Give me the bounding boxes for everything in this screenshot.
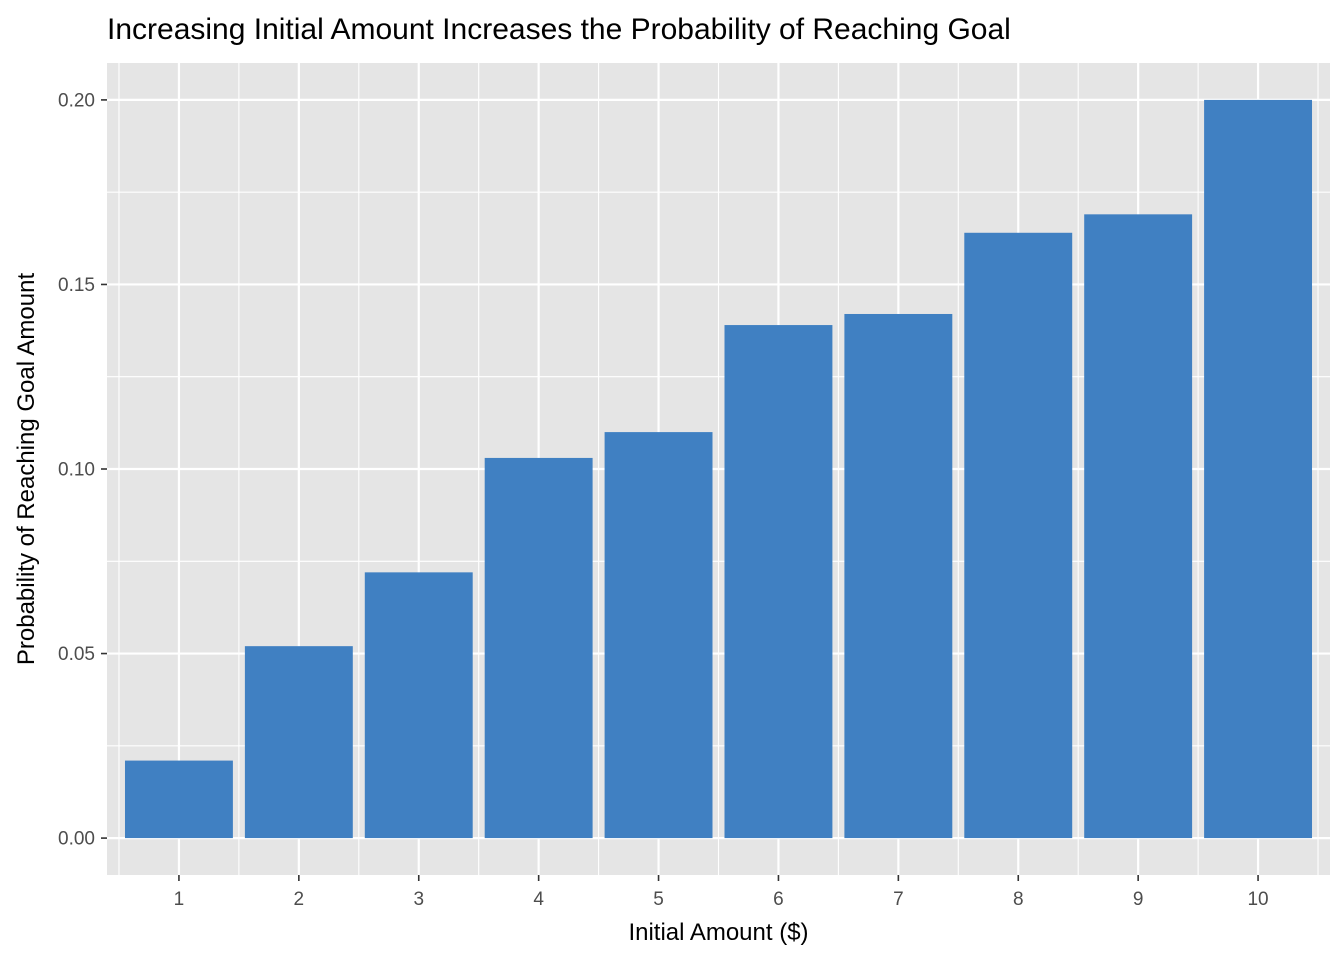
bar-9	[1084, 214, 1193, 839]
x-tick-label: 7	[893, 889, 904, 910]
x-tick-label: 9	[1133, 889, 1144, 910]
bar-1	[124, 760, 233, 839]
bar-6	[724, 325, 833, 839]
y-tick-label: 0.15	[58, 275, 95, 296]
bar-3	[364, 572, 473, 839]
x-tick-label: 8	[1013, 889, 1024, 910]
x-tick-label: 4	[533, 889, 544, 910]
x-tick-label: 1	[174, 889, 185, 910]
bar-5	[604, 432, 713, 839]
bar-8	[964, 232, 1073, 839]
axes: 0.00 0.05 0.10 0.15 0.20 1 2 3 4 5 6 7 8 9 10	[58, 90, 1269, 910]
x-tick-label: 5	[653, 889, 664, 910]
x-tick-label: 10	[1247, 889, 1268, 910]
x-tick-label: 6	[773, 889, 784, 910]
x-tick-label: 2	[294, 889, 305, 910]
bar-2	[244, 646, 353, 839]
chart-title: Increasing Initial Amount Increases the …	[107, 13, 1011, 46]
bar-4	[484, 457, 593, 839]
y-axis-title: Probability of Reaching Goal Amount	[13, 273, 40, 666]
y-tick-label: 0.00	[58, 829, 95, 850]
y-tick-label: 0.10	[58, 460, 95, 481]
x-tick-label: 3	[413, 889, 424, 910]
y-tick-label: 0.20	[58, 90, 95, 111]
x-axis-title: Initial Amount ($)	[628, 919, 808, 946]
bar-10	[1204, 99, 1313, 839]
y-tick-label: 0.05	[58, 644, 95, 665]
bars	[124, 99, 1313, 839]
bar-7	[844, 313, 953, 839]
